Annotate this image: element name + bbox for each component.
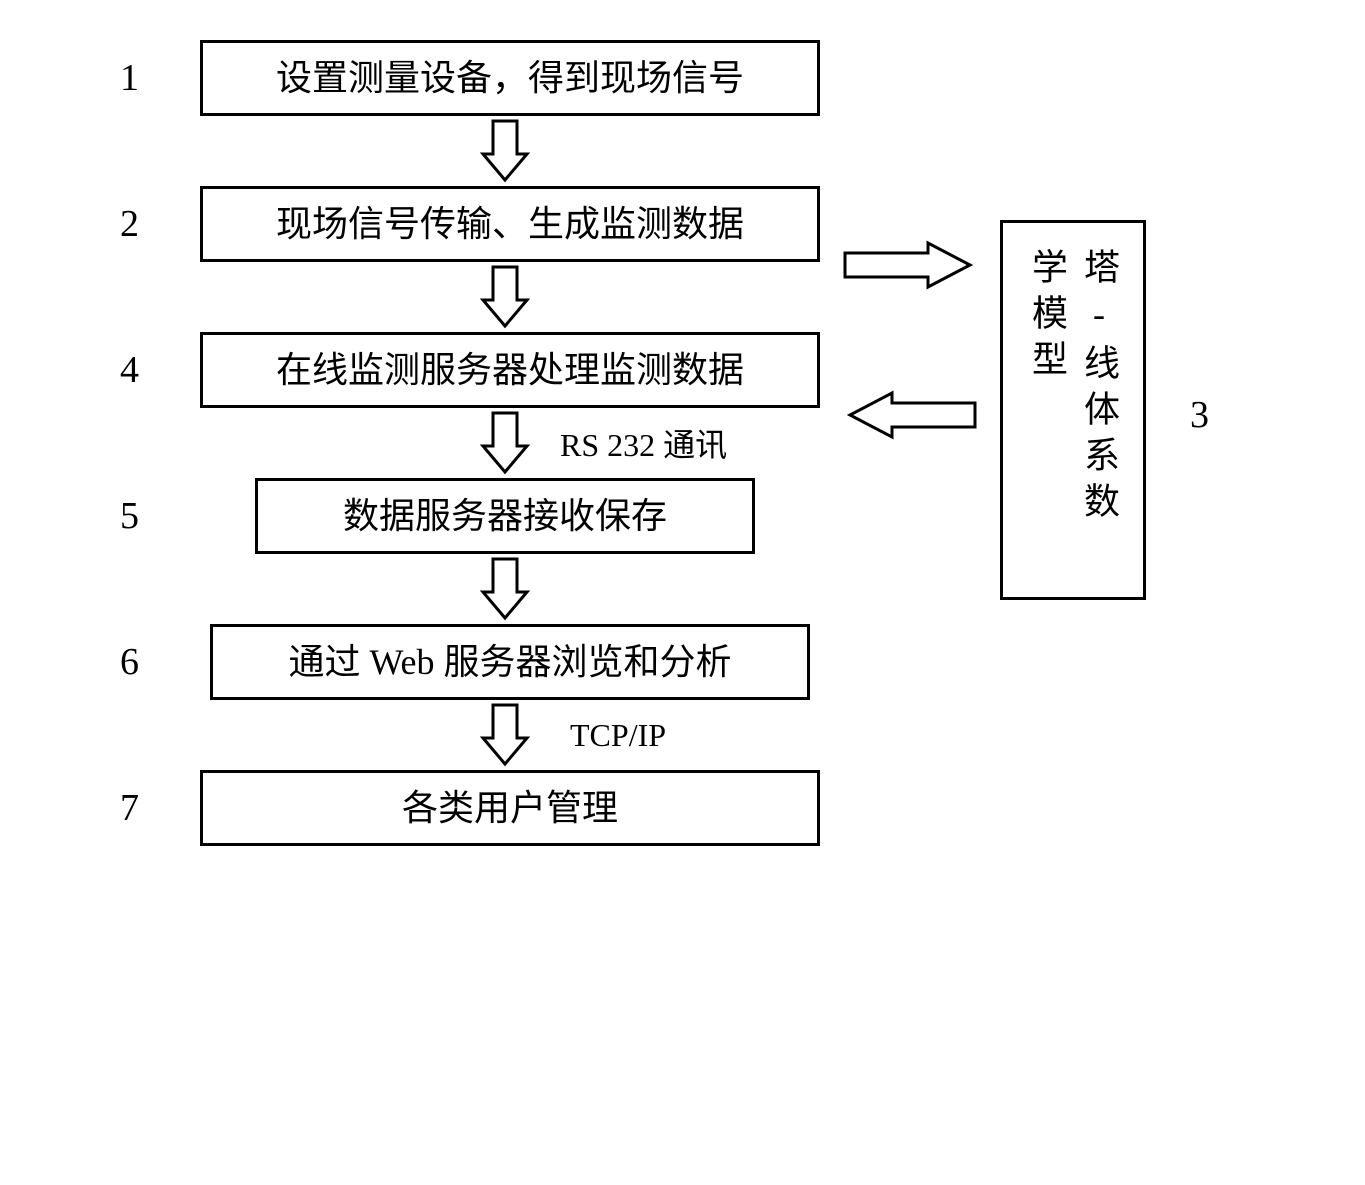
node-label: 现场信号传输、生成监测数据 xyxy=(276,204,744,244)
node-box-4: 在线监测服务器处理监测数据 xyxy=(200,332,820,408)
arrow-3-to-4 xyxy=(840,385,980,450)
arrow-left-icon xyxy=(840,385,980,445)
node-box-6: 通过 Web 服务器浏览和分析 xyxy=(210,624,810,700)
node-number: 5 xyxy=(120,494,190,538)
node-number: 4 xyxy=(120,348,190,392)
node-box-1: 设置测量设备，得到现场信号 xyxy=(200,40,820,116)
arrow-label: RS 232 通讯 xyxy=(560,420,727,466)
node-label: 各类用户管理 xyxy=(402,788,618,828)
node-row-5: 5 数据服务器接收保存 xyxy=(120,478,820,554)
arrow-down-icon xyxy=(475,408,535,478)
arrow-6-7-row: TCP/IP xyxy=(120,700,820,770)
arrow-4-5-row: RS 232 通讯 xyxy=(120,408,820,478)
node-number: 2 xyxy=(120,202,190,246)
arrow-6-7 xyxy=(120,700,820,770)
node-row-6: 6 通过 Web 服务器浏览和分析 xyxy=(120,624,820,700)
node-number: 7 xyxy=(120,786,190,830)
node-row-2: 2 现场信号传输、生成监测数据 xyxy=(120,186,820,262)
arrow-right-icon xyxy=(840,235,980,295)
arrow-1-2 xyxy=(120,116,820,186)
arrow-2-4 xyxy=(120,262,820,332)
side-node-box: 塔-线体系数学模型 xyxy=(1000,220,1146,600)
arrow-down-icon xyxy=(475,700,535,770)
node-number: 6 xyxy=(120,640,190,684)
side-node-label: 塔-线体系数学模型 xyxy=(1021,248,1125,572)
node-row-1: 1 设置测量设备，得到现场信号 xyxy=(120,40,820,116)
node-label: 通过 Web 服务器浏览和分析 xyxy=(288,642,731,682)
arrow-down-icon xyxy=(475,554,535,624)
node-box-2: 现场信号传输、生成监测数据 xyxy=(200,186,820,262)
arrow-label: TCP/IP xyxy=(570,717,666,754)
flowchart-main-column: 1 设置测量设备，得到现场信号 2 现场信号传输、生成监测数据 4 在线监测服务… xyxy=(120,40,820,846)
node-box-7: 各类用户管理 xyxy=(200,770,820,846)
side-node-number: 3 xyxy=(1190,393,1209,437)
arrow-down-icon xyxy=(475,116,535,186)
node-label: 设置测量设备，得到现场信号 xyxy=(276,58,744,98)
arrow-2-to-3 xyxy=(840,235,980,300)
node-row-4: 4 在线监测服务器处理监测数据 xyxy=(120,332,820,408)
node-number: 1 xyxy=(120,56,190,100)
arrow-down-icon xyxy=(475,262,535,332)
node-row-7: 7 各类用户管理 xyxy=(120,770,820,846)
node-label: 在线监测服务器处理监测数据 xyxy=(276,350,744,390)
node-label: 数据服务器接收保存 xyxy=(343,496,667,536)
arrow-5-6 xyxy=(120,554,820,624)
node-box-5: 数据服务器接收保存 xyxy=(255,478,755,554)
